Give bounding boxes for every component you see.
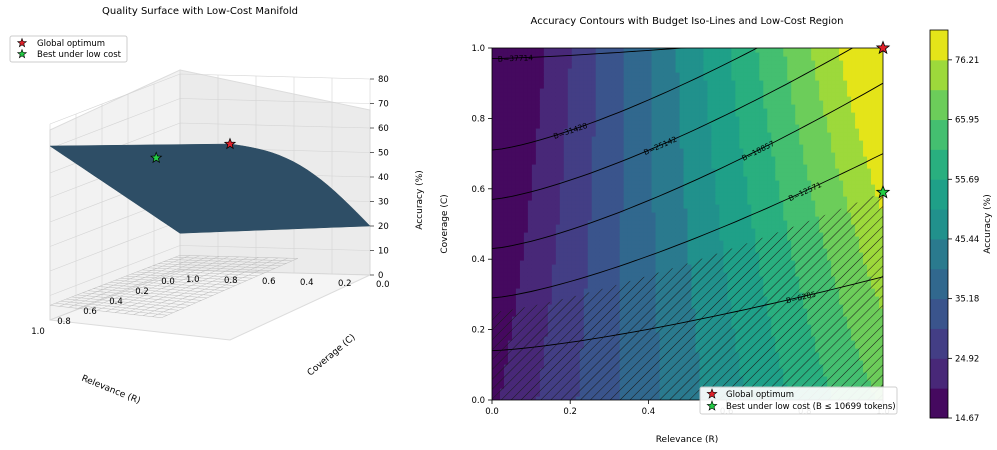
surface-z-tick: 50 bbox=[378, 149, 389, 159]
surface-z-tick: 70 bbox=[378, 100, 389, 110]
surface-title: Quality Surface with Low-Cost Manifold bbox=[102, 6, 298, 17]
global-optimum-star-icon bbox=[223, 137, 237, 150]
contour-y-tick: 0.0 bbox=[471, 396, 485, 406]
surface-z-tick: 40 bbox=[378, 173, 389, 183]
budget-line bbox=[492, 82, 883, 250]
colorbar-tick: 24.92 bbox=[955, 354, 979, 364]
low-cost-region bbox=[492, 192, 883, 400]
surface-x-tick: 0.0 bbox=[161, 277, 175, 287]
colorbar-segment bbox=[930, 268, 948, 300]
contour-y-tick: 1.0 bbox=[471, 44, 485, 54]
budget-line bbox=[492, 276, 883, 352]
contour-y-tick: 0.6 bbox=[471, 185, 485, 195]
budget-line bbox=[492, 48, 759, 151]
colorbar-tick: 45.44 bbox=[955, 235, 979, 245]
colorbar-tick: 35.18 bbox=[955, 295, 979, 305]
colorbar-segment bbox=[930, 328, 948, 359]
surface-z-label: Accuracy (%) bbox=[415, 170, 425, 230]
contour-y-tick: 0.8 bbox=[471, 114, 485, 124]
global-optimum-star-icon bbox=[875, 40, 891, 55]
contour-frame bbox=[491, 47, 884, 401]
contour-x-tick: 0.2 bbox=[563, 407, 577, 417]
legend-green-star-icon bbox=[706, 400, 718, 411]
surface-legend-lowcost: Best under low cost bbox=[37, 50, 122, 60]
legend-green-star-icon bbox=[16, 48, 28, 59]
surface-z-tick: 0 bbox=[378, 271, 383, 281]
contour-legend-lowcost: Best under low cost (B ≤ 10699 tokens) bbox=[726, 402, 896, 412]
surface-x-ticks: 1.0 0.8 0.6 0.4 0.2 0.0 bbox=[31, 277, 175, 337]
contour-legend: Global optimum Best under low cost (B ≤ … bbox=[699, 386, 898, 415]
contour-legend-global: Global optimum bbox=[726, 390, 794, 400]
colorbar-tick: 55.69 bbox=[955, 175, 979, 185]
legend-red-star-icon bbox=[16, 37, 28, 48]
surface-x-tick: 0.2 bbox=[135, 287, 149, 297]
colorbar-segment bbox=[930, 388, 948, 419]
colorbar-segment bbox=[930, 179, 948, 210]
contour-y-tick: 0.2 bbox=[471, 326, 485, 336]
surface-y-tick: 0.6 bbox=[262, 277, 276, 287]
contour-chart: Accuracy Contours with Budget Iso-Lines … bbox=[440, 16, 993, 445]
surface-x-tick: 1.0 bbox=[31, 327, 45, 337]
surface-y-tick: 0.4 bbox=[300, 278, 314, 288]
contour-y-tick: 0.4 bbox=[471, 255, 485, 265]
surface-z-tick: 80 bbox=[378, 75, 389, 85]
surface-y-tick: 0.0 bbox=[376, 280, 390, 290]
surface-x-label: Relevance (R) bbox=[80, 374, 142, 407]
surface-x-tick: 0.8 bbox=[57, 317, 71, 327]
contour-y-label: Coverage (C) bbox=[440, 194, 450, 253]
colorbar-segment bbox=[930, 298, 948, 329]
surface-y-label: Coverage (C) bbox=[306, 333, 358, 379]
contour-title: Accuracy Contours with Budget Iso-Lines … bbox=[531, 16, 844, 27]
surface-z-tick: 10 bbox=[378, 247, 389, 257]
surface-y-ticks: 0.0 0.2 0.4 0.6 0.8 1.0 bbox=[186, 275, 390, 290]
surface-x-tick: 0.6 bbox=[83, 307, 97, 317]
low-cost-manifold bbox=[49, 255, 298, 318]
best-low-cost-star-icon bbox=[150, 151, 163, 164]
surface-z-ticks: 0 10 20 30 40 50 60 70 80 bbox=[370, 75, 389, 281]
legend-red-star-icon bbox=[706, 388, 718, 399]
colorbar-segment bbox=[930, 209, 948, 240]
colorbar-segment bbox=[930, 89, 948, 121]
colorbar-segment bbox=[930, 358, 948, 389]
contour-y-ticks: 0.0 0.2 0.4 0.6 0.8 1.0 bbox=[471, 44, 492, 406]
contour-markers bbox=[875, 40, 891, 199]
colorbar-segment bbox=[930, 238, 948, 270]
surface-x-tick: 0.4 bbox=[109, 297, 123, 307]
surface-z-tick: 20 bbox=[378, 222, 389, 232]
surface-chart: Quality Surface with Low-Cost Manifold 1… bbox=[9, 6, 425, 407]
budget-line bbox=[492, 48, 687, 60]
budget-line bbox=[492, 48, 854, 200]
contour-x-tick: 0.4 bbox=[642, 407, 656, 417]
surface-z-tick: 60 bbox=[378, 124, 389, 134]
budget-iso-lines bbox=[492, 48, 883, 352]
surface-y-tick: 0.2 bbox=[338, 279, 352, 289]
colorbar-segment bbox=[930, 149, 948, 180]
surface-z-tick: 30 bbox=[378, 198, 389, 208]
budget-line bbox=[492, 153, 883, 299]
colorbar-label: Accuracy (%) bbox=[983, 194, 993, 254]
budget-line-label: B=37714 bbox=[498, 53, 534, 63]
colorbar-tick: 76.21 bbox=[955, 56, 979, 66]
best-low-cost-star-icon bbox=[875, 184, 891, 199]
surface-markers bbox=[150, 137, 237, 164]
contour-x-label: Relevance (R) bbox=[656, 435, 719, 445]
surface-legend: Global optimum Best under low cost bbox=[9, 35, 128, 63]
colorbar: 14.67 24.92 35.18 45.44 55.69 65.95 76.21 bbox=[929, 29, 979, 424]
colorbar-tick: 65.95 bbox=[955, 116, 979, 126]
colorbar-tick: 14.67 bbox=[955, 414, 979, 424]
contour-x-tick: 0.0 bbox=[485, 407, 499, 417]
colorbar-segment bbox=[930, 119, 948, 150]
surface-y-tick: 0.8 bbox=[224, 276, 238, 286]
colorbar-segment bbox=[930, 59, 948, 91]
surface-legend-global: Global optimum bbox=[37, 39, 105, 49]
surface-y-tick: 1.0 bbox=[186, 275, 200, 285]
colorbar-segment bbox=[930, 30, 948, 61]
